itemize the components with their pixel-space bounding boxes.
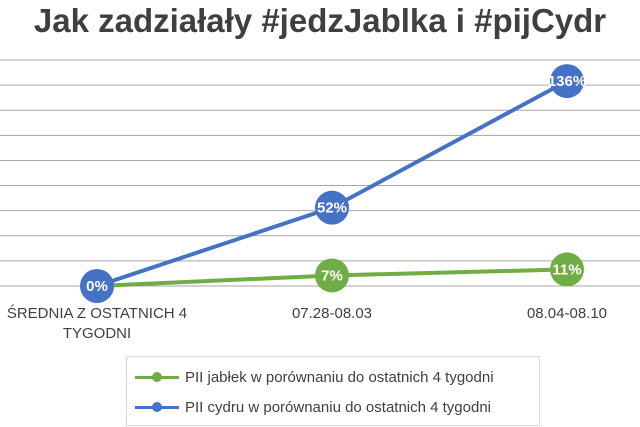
legend-marker-cider xyxy=(152,402,162,412)
legend-label-apples: PII jabłek w porównaniu do ostatnich 4 t… xyxy=(185,368,494,386)
data-label-cider: 0% xyxy=(86,278,108,295)
x-tick-label: 08.04-08.10 xyxy=(527,305,607,322)
data-point-cider xyxy=(315,190,349,225)
x-tick-label: TYGODNI xyxy=(63,325,131,342)
legend-label-cider: PII cydru w porównaniu do ostatnich 4 ty… xyxy=(185,398,492,416)
legend: PII jabłek w porównaniu do ostatnich 4 t… xyxy=(126,356,540,426)
legend-swatch-cider xyxy=(135,397,179,417)
data-label-apples: 7% xyxy=(321,267,343,284)
legend-marker-apples xyxy=(152,372,162,382)
data-label-apples: 11% xyxy=(552,261,581,278)
data-point-cider xyxy=(80,269,114,303)
data-point-cider xyxy=(550,64,584,99)
series-line-cider xyxy=(96,79,568,288)
series-lines xyxy=(96,79,568,288)
data-point-apples xyxy=(550,252,584,287)
data-label-cider: 136% xyxy=(548,73,586,90)
data-point-apples xyxy=(315,258,349,293)
legend-item-cider: PII cydru w porównaniu do ostatnich 4 ty… xyxy=(135,397,491,417)
chart-title: Jak zadziałały #jedzJablka i #pijCydr xyxy=(33,2,607,39)
x-tick-label: ŚREDNIA Z OSTATNICH 4 xyxy=(7,304,187,322)
x-axis-ticks: ŚREDNIA Z OSTATNICH 4 TYGODNI 07.28-08.03 0… xyxy=(7,304,607,342)
series-markers: 7% 11% 0% 52% 136% xyxy=(80,64,586,303)
data-label-cider: 52% xyxy=(317,200,347,217)
legend-item-apples: PII jabłek w porównaniu do ostatnich 4 t… xyxy=(135,367,494,387)
legend-swatch-apples xyxy=(135,367,179,387)
x-tick-label: 07.28-08.03 xyxy=(292,305,372,322)
